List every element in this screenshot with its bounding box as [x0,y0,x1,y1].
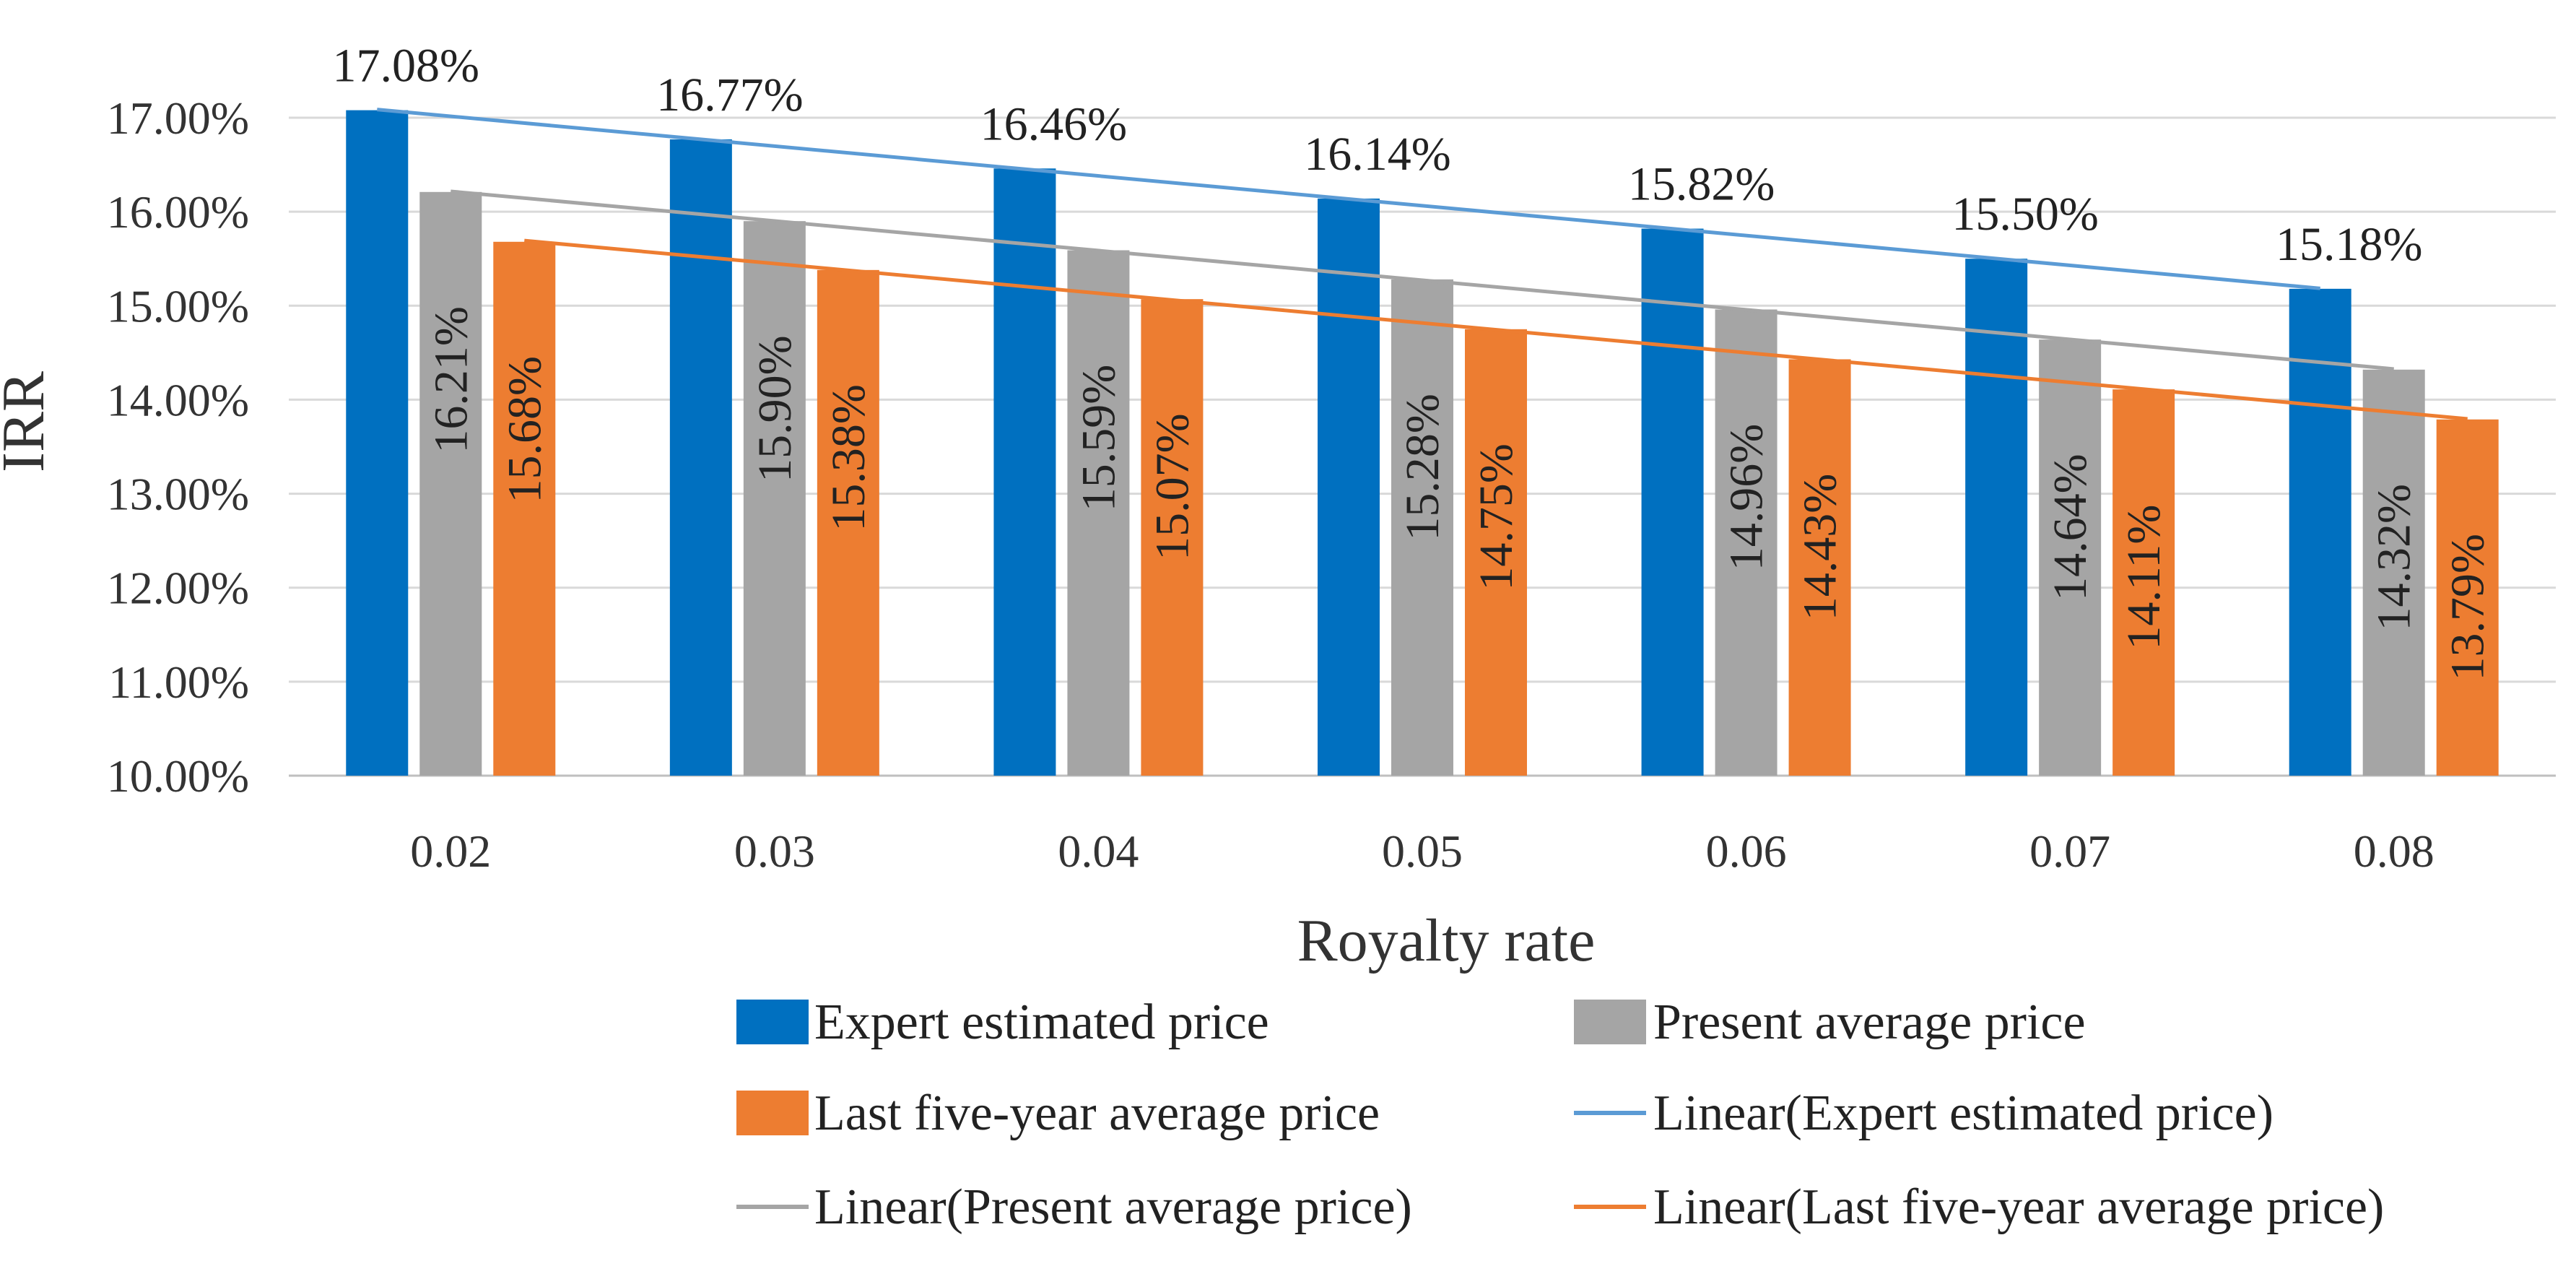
data-label-expert: 16.46% [980,98,1127,150]
y-axis-title: IRR [0,371,57,472]
trendline-present [451,189,2394,371]
bar-last-five [2436,419,2499,776]
data-label-last-five: 15.38% [822,384,875,531]
legend-label-present: Present average price [1653,994,2086,1050]
y-tick-label: 16.00% [107,186,249,238]
data-label-present: 14.96% [1720,424,1773,571]
y-tick-label: 10.00% [107,750,249,802]
y-axis-ticks: 10.00% 11.00% 12.00% 13.00% 14.00% 15.00% 16.0… [107,92,249,802]
y-tick-label: 17.00% [107,92,249,144]
data-label-expert: 15.18% [2276,218,2422,271]
x-axis-title: Royalty rate [1297,907,1596,974]
data-label-present: 15.59% [1072,365,1125,511]
data-label-present: 14.64% [2044,454,2097,600]
x-tick-label: 0.04 [1058,826,1139,877]
bar-present [2039,339,2102,776]
bar-expert [346,110,409,776]
legend-label-linear-last-five: Linear(Last five-year average price) [1653,1179,2384,1235]
y-tick-label: 12.00% [107,563,249,614]
bar-last-five [817,269,879,776]
bar-expert [2289,288,2351,776]
data-label-present: 16.21% [425,306,477,453]
data-labels: 17.08% 16.77% 16.46% 16.14% 15.82% 15.50% 15.1… [333,40,2494,681]
legend-swatch-present [1574,1000,1646,1044]
bar-present [1067,250,1130,776]
bar-expert [1318,198,1380,776]
bar-present [1715,309,1777,776]
bars [346,110,2499,776]
data-label-present: 15.90% [749,335,801,482]
data-label-last-five: 13.79% [2442,534,2494,680]
data-label-last-five: 14.11% [2118,505,2170,650]
bar-expert [1641,228,1704,776]
data-label-expert: 15.82% [1628,158,1775,211]
legend-label-linear-present: Linear(Present average price) [814,1179,1412,1235]
data-label-expert: 17.08% [333,40,479,92]
bar-present [419,191,482,776]
legend-label-expert: Expert estimated price [814,994,1269,1050]
legend: Expert estimated price Present average p… [736,994,2384,1235]
bar-expert [669,139,732,776]
y-tick-label: 15.00% [107,280,249,332]
bar-present [1391,279,1453,776]
bar-last-five [493,241,556,776]
bar-present [2362,369,2425,776]
data-label-present: 14.32% [2368,484,2421,630]
x-tick-label: 0.07 [2029,826,2110,877]
legend-label-last-five: Last five-year average price [814,1086,1380,1141]
legend-swatch-last-five [736,1091,809,1135]
bar-last-five [1465,329,1527,776]
legend-label-linear-expert: Linear(Expert estimated price) [1653,1086,2273,1141]
x-tick-label: 0.02 [410,826,491,877]
trendline-last-five [524,238,2468,421]
x-tick-label: 0.03 [734,826,815,877]
y-tick-label: 11.00% [108,656,249,708]
legend-swatch-expert [736,1000,809,1044]
data-label-last-five: 15.68% [498,356,551,503]
data-label-last-five: 14.75% [1470,443,1523,590]
bar-last-five [2112,389,2175,776]
x-tick-label: 0.05 [1382,826,1463,877]
y-tick-label: 14.00% [107,374,249,425]
x-tick-label: 0.08 [2354,826,2434,877]
data-label-expert: 16.77% [656,69,803,121]
trendline-expert [377,108,2320,290]
data-label-expert: 15.50% [1951,188,2098,240]
bar-expert [993,168,1056,776]
x-tick-label: 0.06 [1706,826,1787,877]
bar-last-five [1788,359,1851,776]
data-label-last-five: 14.43% [1794,474,1847,620]
bar-last-five [1141,299,1204,776]
data-label-present: 15.28% [1396,394,1449,540]
bar-expert [1965,259,2028,776]
bar-present [743,221,806,776]
trendlines [377,108,2468,421]
data-label-expert: 16.14% [1304,128,1450,181]
y-tick-label: 13.00% [107,469,249,520]
x-axis-ticks: 0.02 0.03 0.04 0.05 0.06 0.07 0.08 [410,826,2434,877]
data-label-last-five: 15.07% [1146,413,1198,560]
